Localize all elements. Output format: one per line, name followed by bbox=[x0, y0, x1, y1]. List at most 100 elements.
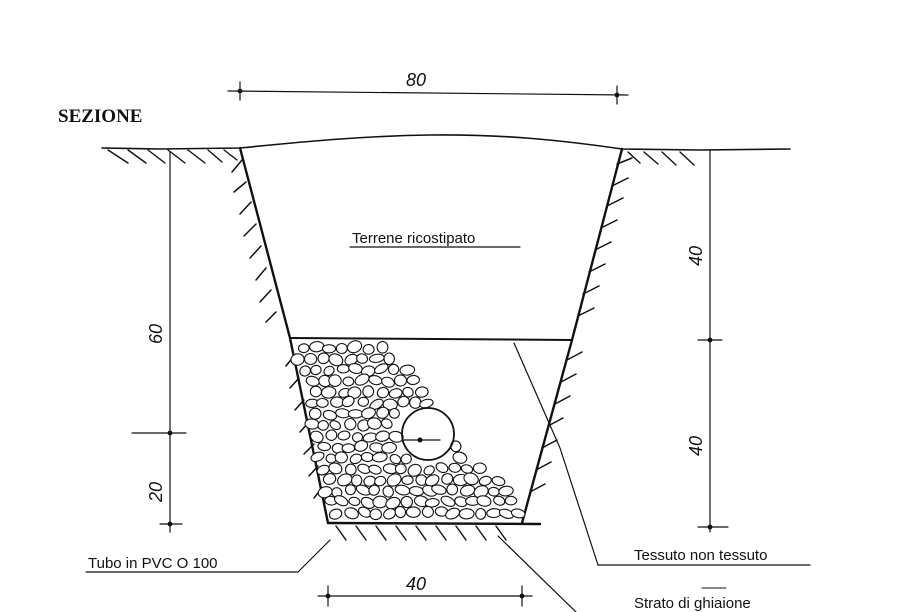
gravel-pebble bbox=[408, 486, 425, 497]
trench-bottom bbox=[326, 521, 542, 526]
gravel-pebble bbox=[317, 352, 330, 365]
gravel-pebble bbox=[344, 463, 357, 476]
gravel-pebble bbox=[431, 484, 447, 495]
gravel-pebble bbox=[460, 464, 474, 474]
backfill-label: Terrene ricostipato bbox=[352, 230, 475, 247]
gravel-pebble bbox=[320, 386, 337, 399]
gravel-pebble bbox=[347, 386, 362, 399]
gravel-pebble bbox=[382, 485, 394, 498]
gravel-pebble bbox=[388, 388, 403, 399]
gravel-pebble bbox=[372, 495, 388, 509]
gravel-pebble bbox=[299, 365, 311, 377]
ground-hatch-right bbox=[627, 151, 695, 166]
gravel-pebble bbox=[368, 464, 382, 475]
trench-left-wall bbox=[238, 146, 330, 525]
gravel-pebble bbox=[362, 344, 375, 355]
ground-line bbox=[101, 134, 791, 151]
gravel-pebble bbox=[354, 440, 369, 452]
gravel-pebble bbox=[380, 418, 393, 429]
gravel-pebble bbox=[423, 465, 435, 476]
gravel-pebble bbox=[342, 376, 355, 387]
right-dimension: 40 40 bbox=[686, 149, 729, 533]
gravel-pebble bbox=[441, 473, 454, 485]
gravel-pebble bbox=[394, 505, 407, 519]
gravel-pebble bbox=[421, 505, 434, 518]
ground-hatch-left bbox=[107, 149, 238, 164]
gravel-pebble bbox=[328, 508, 343, 520]
geotextile-label: Tessuto non tessuto bbox=[634, 547, 767, 564]
section-title: SEZIONE bbox=[58, 106, 142, 127]
gravel-pebble bbox=[309, 385, 323, 398]
gravel-pebble bbox=[382, 398, 398, 411]
left-upper-dimension-value: 60 bbox=[146, 324, 166, 344]
gravel-pebble bbox=[493, 495, 506, 506]
gravel-pebble bbox=[375, 430, 391, 442]
gravel-pebble bbox=[348, 496, 361, 507]
gravel-pebble bbox=[337, 473, 353, 487]
gravel-pebble bbox=[330, 396, 345, 408]
gravel-pebble bbox=[335, 342, 348, 355]
gravel-pebble bbox=[336, 364, 350, 374]
gravel-pebble bbox=[325, 429, 338, 441]
gravel-pebble bbox=[328, 462, 343, 475]
gravel-pebble bbox=[344, 507, 359, 520]
gravel-pebble bbox=[510, 508, 526, 519]
gravel-pebble bbox=[487, 486, 500, 497]
gravel-pebble bbox=[316, 397, 329, 408]
gravel-pebble bbox=[399, 364, 416, 376]
gravel-pebble bbox=[394, 484, 411, 496]
gravel-pebble bbox=[463, 472, 479, 486]
gravel-pebble bbox=[347, 409, 364, 419]
gravel-pebble bbox=[504, 495, 518, 506]
gravel-pebble bbox=[435, 462, 449, 474]
gravel-pebble bbox=[328, 374, 342, 387]
gravel-pebble bbox=[446, 483, 459, 496]
gravel-pebble bbox=[303, 352, 318, 366]
gravel-pebble bbox=[405, 506, 421, 518]
gravel-pebble bbox=[448, 462, 462, 473]
gravel-pebble bbox=[452, 451, 468, 464]
gravel-pebble bbox=[310, 451, 325, 463]
gravel-pebble bbox=[322, 409, 338, 421]
right-lower-dimension-value: 40 bbox=[686, 436, 706, 456]
pipe-label: Tubo in PVC O 100 bbox=[88, 555, 218, 572]
gravel-pebble bbox=[394, 463, 407, 475]
gravel-pebble bbox=[476, 495, 492, 507]
gravel-pebble bbox=[317, 441, 332, 452]
left-dimension: 60 20 bbox=[131, 151, 187, 533]
gravel-pebble bbox=[341, 395, 355, 408]
gravel-label: Strato di ghiaione bbox=[634, 595, 751, 612]
gravel-pebble bbox=[374, 363, 389, 375]
gravel-pebble bbox=[317, 420, 329, 431]
gravel-pebble bbox=[376, 340, 389, 354]
gravel-pebble bbox=[333, 495, 349, 507]
gravel-pebble bbox=[459, 484, 476, 497]
gravel-pebble bbox=[498, 485, 514, 497]
pvc-pipe bbox=[401, 407, 455, 461]
gravel-pebble bbox=[322, 473, 337, 485]
pipe-leader bbox=[85, 539, 331, 573]
gravel-pebble bbox=[357, 396, 370, 407]
gravel-pebble bbox=[368, 353, 385, 363]
gravel-pebble bbox=[400, 453, 412, 465]
gravel-leader bbox=[497, 535, 577, 612]
gravel-pebble bbox=[414, 386, 429, 398]
left-lower-dimension-value: 20 bbox=[146, 482, 166, 503]
gravel-pebble bbox=[388, 408, 400, 419]
bottom-hatch bbox=[335, 525, 507, 541]
gravel-pebble bbox=[309, 341, 325, 353]
gravel-pebble bbox=[323, 365, 335, 377]
gravel-pebble bbox=[351, 474, 363, 487]
gravel-pebble bbox=[397, 395, 410, 408]
gravel-pebble bbox=[361, 407, 376, 420]
gravel-pebble bbox=[328, 353, 344, 367]
gravel-pebble bbox=[458, 508, 475, 520]
gravel-pebble bbox=[362, 385, 375, 398]
gravel-fill bbox=[290, 340, 526, 521]
gravel-pebble bbox=[386, 473, 402, 487]
gravel-pebble bbox=[383, 352, 395, 366]
gravel-pebble bbox=[385, 496, 401, 510]
gravel-pebble bbox=[344, 417, 357, 431]
gravel-pebble bbox=[381, 441, 397, 454]
bottom-dimension: 40 bbox=[317, 574, 533, 607]
